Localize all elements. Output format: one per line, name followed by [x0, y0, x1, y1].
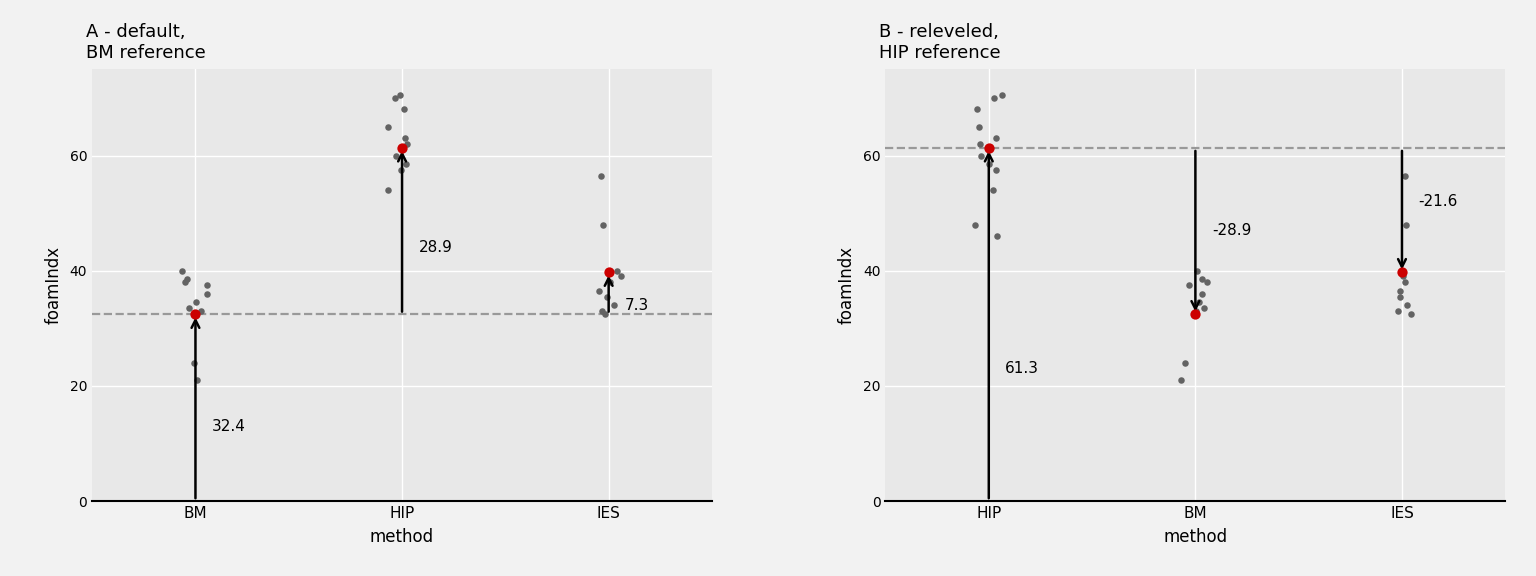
Point	[1393, 278, 1418, 287]
Point	[1183, 306, 1207, 316]
Point	[977, 160, 1001, 169]
Point	[985, 134, 1009, 143]
Point	[1390, 272, 1415, 281]
Point	[189, 306, 214, 316]
Y-axis label: foamIndx: foamIndx	[839, 246, 856, 324]
Point	[590, 306, 614, 316]
Point	[1385, 306, 1410, 316]
Point	[1177, 281, 1201, 290]
Point	[588, 171, 613, 180]
Text: B - releveled,
HIP reference: B - releveled, HIP reference	[879, 23, 1001, 62]
Point	[968, 122, 992, 131]
Point	[183, 310, 207, 319]
Point	[593, 309, 617, 319]
Text: -21.6: -21.6	[1419, 194, 1458, 209]
Point	[395, 139, 419, 149]
Point	[596, 268, 621, 277]
Text: 61.3: 61.3	[1006, 361, 1040, 376]
Text: A - default,
BM reference: A - default, BM reference	[86, 23, 206, 62]
Point	[1174, 358, 1198, 367]
Text: 32.4: 32.4	[212, 419, 246, 434]
Point	[1395, 301, 1419, 310]
Point	[389, 165, 413, 175]
Text: 28.9: 28.9	[419, 240, 453, 255]
Point	[598, 278, 622, 287]
Point	[969, 151, 994, 160]
Point	[980, 185, 1005, 195]
Point	[384, 151, 409, 160]
Point	[605, 266, 630, 275]
Point	[1390, 266, 1415, 275]
Point	[382, 93, 407, 103]
Point	[170, 266, 195, 275]
Point	[177, 304, 201, 313]
X-axis label: method: method	[370, 528, 435, 546]
Point	[195, 281, 220, 290]
Point	[1195, 278, 1220, 287]
Point	[1183, 310, 1207, 319]
Point	[183, 298, 207, 307]
Point	[390, 143, 415, 153]
Point	[1186, 298, 1210, 307]
Point	[985, 232, 1009, 241]
Point	[1390, 268, 1415, 277]
Point	[1169, 376, 1193, 385]
Point	[184, 376, 209, 385]
Point	[392, 105, 416, 114]
Point	[587, 286, 611, 295]
Point	[376, 122, 401, 131]
Point	[982, 93, 1006, 103]
Point	[175, 275, 200, 284]
Point	[392, 134, 416, 143]
Point	[965, 105, 989, 114]
Point	[608, 272, 633, 281]
Point	[963, 220, 988, 229]
Point	[195, 289, 220, 298]
Point	[602, 301, 627, 310]
Point	[1192, 304, 1217, 313]
Text: -28.9: -28.9	[1212, 223, 1252, 238]
Point	[983, 165, 1008, 175]
Point	[977, 143, 1001, 153]
X-axis label: method: method	[1163, 528, 1227, 546]
Point	[968, 139, 992, 149]
Point	[1389, 292, 1413, 301]
Point	[395, 160, 419, 169]
Point	[387, 90, 412, 100]
Point	[1395, 220, 1419, 229]
Y-axis label: foamIndx: foamIndx	[45, 246, 63, 324]
Point	[1393, 171, 1418, 180]
Point	[376, 185, 401, 195]
Point	[1189, 275, 1213, 284]
Point	[989, 90, 1014, 100]
Point	[1184, 266, 1209, 275]
Point	[181, 358, 206, 367]
Text: 7.3: 7.3	[625, 298, 650, 313]
Point	[172, 278, 197, 287]
Point	[1189, 289, 1213, 298]
Point	[594, 292, 619, 301]
Point	[1389, 286, 1413, 295]
Point	[1398, 309, 1422, 319]
Point	[591, 220, 616, 229]
